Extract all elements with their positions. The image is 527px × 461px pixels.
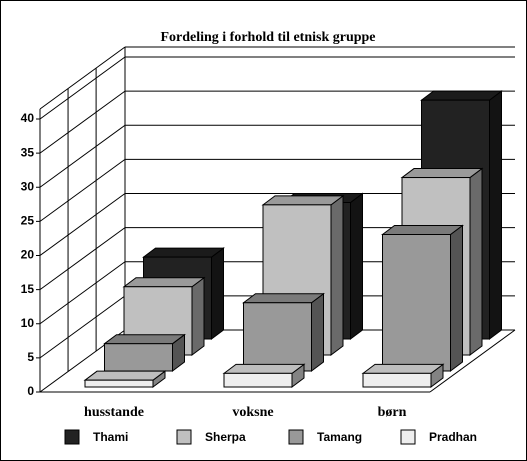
bar-top xyxy=(420,90,503,101)
bar-top xyxy=(261,195,345,206)
bar xyxy=(243,302,312,372)
bar-side xyxy=(450,224,463,372)
legend-label: Sherpa xyxy=(205,430,246,444)
grid-line xyxy=(39,193,126,256)
bar xyxy=(382,234,451,372)
y-tick-label: 10 xyxy=(21,316,35,330)
grid-line xyxy=(39,90,126,154)
x-tick-label: børn xyxy=(378,405,407,420)
legend-label: Tamang xyxy=(317,430,362,444)
bar-top xyxy=(103,334,186,345)
bar xyxy=(223,372,293,388)
bar-side xyxy=(489,90,502,340)
grid-line xyxy=(39,295,126,359)
bar-top xyxy=(381,225,464,235)
y-tick-label: 20 xyxy=(21,248,35,262)
grid-line xyxy=(39,56,126,120)
grid-line xyxy=(39,158,126,222)
floor-edge xyxy=(429,329,516,393)
legend-swatch xyxy=(400,429,416,445)
x-tick-label: voksne xyxy=(232,405,273,420)
bar-top xyxy=(222,363,306,374)
y-tick-label: 0 xyxy=(27,384,34,398)
y-tick-label: 35 xyxy=(21,145,35,159)
bar-top xyxy=(400,168,484,179)
bar-side xyxy=(469,167,483,356)
legend-label: Pradhan xyxy=(429,430,477,444)
bar-side xyxy=(211,247,224,340)
grid-line xyxy=(39,124,126,188)
bar-top xyxy=(122,277,206,288)
bar xyxy=(84,379,154,388)
legend-swatch xyxy=(288,429,304,445)
bar-side xyxy=(191,276,205,356)
legend-swatch xyxy=(176,429,192,445)
y-tick-label: 30 xyxy=(21,179,35,193)
chart-title: Fordeling i forhold til etnisk gruppe xyxy=(160,30,375,45)
bar-side xyxy=(330,194,344,356)
bar-top xyxy=(83,370,167,381)
legend-swatch xyxy=(64,429,80,445)
bar xyxy=(362,372,432,388)
grid-line xyxy=(39,261,126,325)
y-tick-label: 15 xyxy=(21,282,35,296)
bar-top xyxy=(361,363,445,374)
x-tick-label: husstande xyxy=(84,405,144,420)
wall-edge xyxy=(39,46,126,110)
y-tick-label: 5 xyxy=(27,350,34,364)
y-tick-label: 25 xyxy=(21,214,35,228)
bar-top xyxy=(242,293,325,304)
grid-line xyxy=(39,227,126,291)
bar xyxy=(104,343,173,372)
bar-side xyxy=(311,292,324,372)
bar-top xyxy=(142,247,225,258)
bar-side xyxy=(350,192,363,340)
y-tick-label: 40 xyxy=(21,111,35,125)
legend-label: Thami xyxy=(93,430,128,444)
